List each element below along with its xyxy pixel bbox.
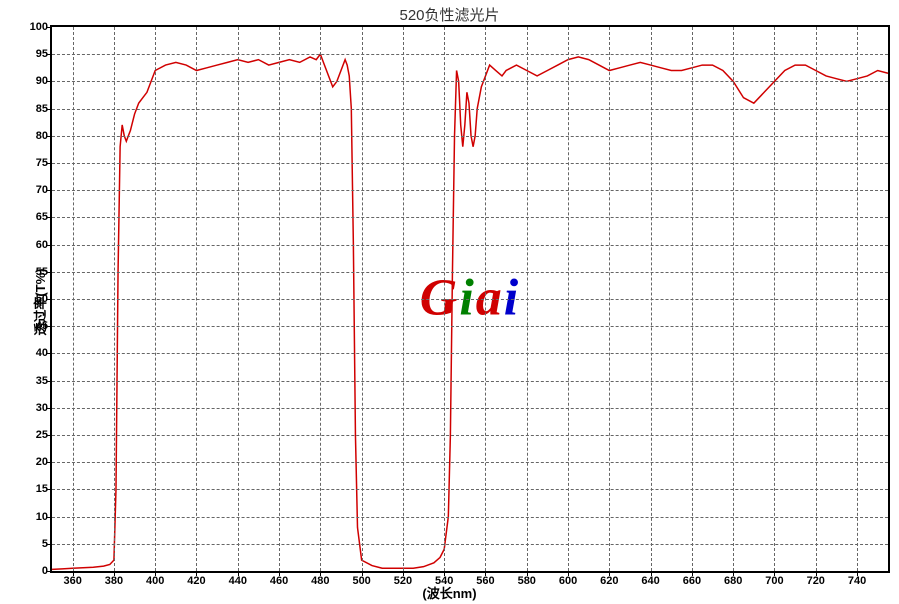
gridline-v <box>816 27 817 571</box>
y-tick-label: 35 <box>36 375 52 387</box>
x-tick-label: 420 <box>187 571 205 587</box>
gridline-v <box>651 27 652 571</box>
gridline-v <box>527 27 528 571</box>
x-tick-label: 620 <box>600 571 618 587</box>
gridline-v <box>485 27 486 571</box>
gridline-v <box>114 27 115 571</box>
gridline-v <box>609 27 610 571</box>
x-tick-label: 380 <box>105 571 123 587</box>
gridline-h <box>52 163 888 164</box>
x-tick-label: 500 <box>352 571 370 587</box>
y-tick-label: 50 <box>36 293 52 305</box>
gridline-v <box>733 27 734 571</box>
gridline-v <box>155 27 156 571</box>
x-tick-label: 720 <box>807 571 825 587</box>
y-tick-label: 10 <box>36 511 52 523</box>
gridline-h <box>52 109 888 110</box>
gridline-v <box>320 27 321 571</box>
y-tick-label: 25 <box>36 429 52 441</box>
gridline-v <box>774 27 775 571</box>
x-tick-label: 740 <box>848 571 866 587</box>
x-tick-label: 520 <box>394 571 412 587</box>
y-tick-label: 60 <box>36 239 52 251</box>
plot-area: Giai 05101520253035404550556065707580859… <box>50 25 890 573</box>
y-tick-label: 65 <box>36 211 52 223</box>
x-tick-label: 640 <box>641 571 659 587</box>
chart-container: 520负性滤光片 透过率(T%) (波长nm) Giai 05101520253… <box>0 0 899 604</box>
x-tick-label: 560 <box>476 571 494 587</box>
gridline-h <box>52 245 888 246</box>
gridline-h <box>52 217 888 218</box>
gridline-h <box>52 136 888 137</box>
gridline-h <box>52 299 888 300</box>
x-tick-label: 360 <box>63 571 81 587</box>
y-tick-label: 95 <box>36 48 52 60</box>
y-tick-label: 55 <box>36 266 52 278</box>
gridline-v <box>568 27 569 571</box>
x-tick-label: 600 <box>559 571 577 587</box>
y-tick-label: 90 <box>36 75 52 87</box>
gridline-h <box>52 54 888 55</box>
gridline-h <box>52 517 888 518</box>
y-tick-label: 100 <box>30 21 52 33</box>
gridline-v <box>444 27 445 571</box>
gridline-v <box>73 27 74 571</box>
y-tick-label: 20 <box>36 456 52 468</box>
gridline-v <box>403 27 404 571</box>
gridline-v <box>238 27 239 571</box>
y-tick-label: 80 <box>36 130 52 142</box>
gridline-h <box>52 489 888 490</box>
x-tick-label: 580 <box>518 571 536 587</box>
y-tick-label: 40 <box>36 347 52 359</box>
gridline-h <box>52 272 888 273</box>
x-tick-label: 460 <box>270 571 288 587</box>
x-tick-label: 700 <box>765 571 783 587</box>
gridline-h <box>52 435 888 436</box>
x-tick-label: 480 <box>311 571 329 587</box>
gridline-v <box>692 27 693 571</box>
y-tick-label: 85 <box>36 103 52 115</box>
gridline-h <box>52 462 888 463</box>
x-tick-label: 660 <box>683 571 701 587</box>
gridline-v <box>857 27 858 571</box>
gridline-h <box>52 81 888 82</box>
gridline-v <box>279 27 280 571</box>
gridline-h <box>52 544 888 545</box>
x-tick-label: 540 <box>435 571 453 587</box>
y-tick-label: 75 <box>36 157 52 169</box>
chart-title: 520负性滤光片 <box>0 4 899 25</box>
y-tick-label: 5 <box>42 538 52 550</box>
y-tick-label: 0 <box>42 565 52 577</box>
y-tick-label: 15 <box>36 483 52 495</box>
gridline-h <box>52 190 888 191</box>
gridline-v <box>362 27 363 571</box>
x-tick-label: 680 <box>724 571 742 587</box>
gridline-h <box>52 353 888 354</box>
gridline-v <box>196 27 197 571</box>
x-tick-label: 400 <box>146 571 164 587</box>
y-tick-label: 70 <box>36 184 52 196</box>
y-tick-label: 45 <box>36 320 52 332</box>
transmission-line <box>52 54 888 569</box>
gridline-h <box>52 326 888 327</box>
x-tick-label: 440 <box>229 571 247 587</box>
gridline-h <box>52 381 888 382</box>
y-tick-label: 30 <box>36 402 52 414</box>
gridline-h <box>52 408 888 409</box>
